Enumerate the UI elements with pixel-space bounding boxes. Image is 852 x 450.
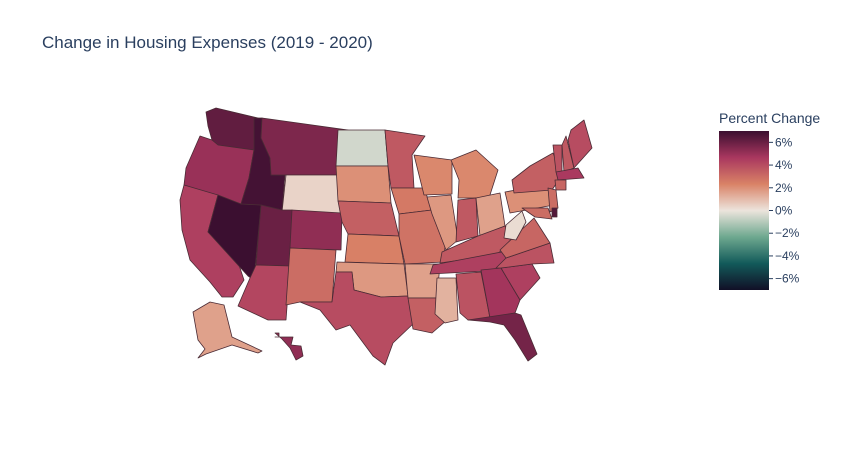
states-layer (179, 107, 593, 366)
state-fl[interactable] (467, 312, 538, 362)
state-ct[interactable] (554, 179, 567, 191)
state-ak[interactable] (192, 301, 263, 359)
state-ma[interactable] (555, 167, 585, 181)
colorbar-ticks: 6% 4% 2% 0% −2% −4% −6% (769, 135, 800, 286)
colorbar-tick-label: −4% (775, 249, 800, 263)
colorbar-tick-label: −2% (775, 226, 800, 240)
state-ks[interactable] (344, 233, 405, 265)
state-nd[interactable] (335, 129, 389, 167)
state-de[interactable] (551, 207, 558, 218)
state-ms[interactable] (434, 277, 459, 324)
state-nj[interactable] (547, 187, 559, 213)
state-in[interactable] (455, 197, 479, 243)
chart-title: Change in Housing Expenses (2019 - 2020) (42, 33, 373, 52)
state-wi[interactable] (413, 154, 453, 196)
state-co[interactable] (289, 209, 343, 251)
colorbar-tick-label: 0% (775, 204, 793, 218)
colorbar-tick-label: 2% (775, 181, 793, 195)
colorbar-title: Percent Change (719, 110, 821, 126)
state-wy[interactable] (281, 174, 344, 216)
colorbar (719, 131, 769, 290)
state-wv[interactable] (503, 210, 527, 241)
state-nm[interactable] (285, 247, 337, 306)
state-md[interactable] (521, 207, 553, 220)
colorbar-tick-label: 4% (775, 158, 793, 172)
state-hi[interactable] (274, 332, 304, 361)
state-mi[interactable] (450, 149, 499, 199)
colorbar-tick-label: 6% (775, 135, 793, 149)
state-me[interactable] (567, 119, 593, 169)
state-ne[interactable] (337, 200, 400, 237)
state-tx[interactable] (299, 271, 414, 366)
state-sd[interactable] (335, 165, 392, 204)
state-il[interactable] (426, 194, 459, 251)
state-mt[interactable] (260, 117, 349, 176)
state-ut[interactable] (255, 204, 293, 267)
colorbar-tick-label: −6% (775, 272, 800, 286)
